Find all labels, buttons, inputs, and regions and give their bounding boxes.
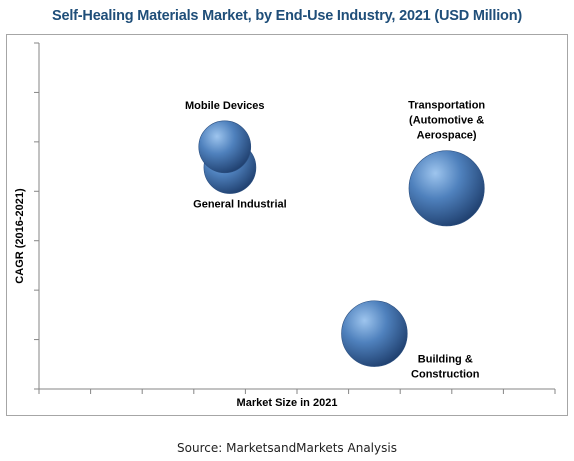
bubble-label-line: (Automotive &: [409, 115, 484, 127]
bubble-plot: Market Size in 2021 CAGR (2016-2021) Mobi…: [14, 42, 556, 409]
bubble-label-0: Mobile Devices: [185, 100, 264, 112]
bubble-2: [408, 150, 485, 227]
bubble-label-1: General Industrial: [193, 199, 287, 211]
chart-title: Self-Healing Materials Market, by End-Us…: [52, 8, 522, 24]
bubble-label-line: Building &: [418, 354, 473, 366]
bubble-label-line: Aerospace): [417, 130, 477, 142]
x-axis-label: Market Size in 2021: [237, 397, 338, 409]
bubble-label-line: Mobile Devices: [185, 100, 264, 112]
bubble-0: [198, 120, 252, 174]
bubble-label-line: Construction: [411, 369, 480, 381]
source-note: Source: MarketsandMarkets Analysis: [177, 441, 397, 455]
bubble-label-line: Transportation: [408, 100, 485, 112]
bubble-label-3: Building & Construction: [411, 354, 480, 381]
chart-frame: Market Size in 2021 CAGR (2016-2021) Mobi…: [6, 34, 568, 416]
bubble-label-2: Transportation (Automotive & Aerospace): [408, 100, 485, 142]
bubble-label-line: General Industrial: [193, 199, 287, 211]
bubble-3: [341, 300, 408, 367]
y-axis-label: CAGR (2016-2021): [14, 188, 26, 284]
